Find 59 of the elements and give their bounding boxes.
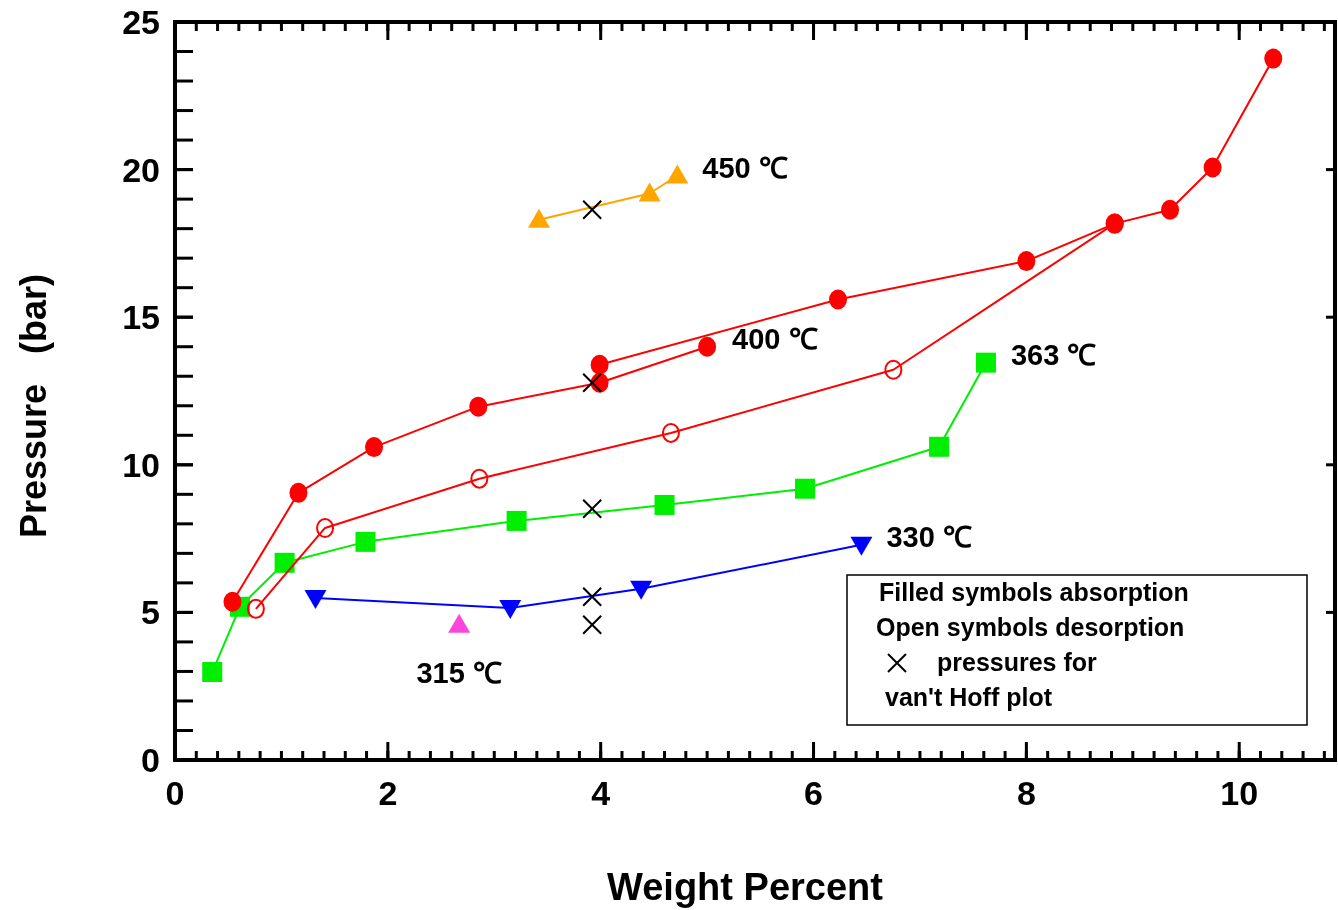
point (506, 510, 527, 531)
y-tick-label: 10 (122, 445, 160, 484)
point (448, 613, 471, 633)
x-tick-label: 6 (804, 774, 823, 812)
series-label: 450 ℃ (702, 151, 788, 184)
y-tick-label: 0 (141, 740, 160, 779)
point (582, 586, 603, 607)
annotation: Open symbols desorption (876, 613, 1185, 641)
point (884, 359, 903, 380)
point (666, 164, 689, 184)
x-tick-label: 0 (165, 774, 185, 812)
x-tick-label: 10 (1220, 774, 1259, 812)
point (661, 422, 680, 443)
point (1203, 157, 1222, 178)
point (850, 536, 873, 556)
point (654, 494, 675, 515)
point (829, 289, 848, 310)
point (289, 482, 308, 503)
point (1264, 48, 1283, 69)
y-axis-title: Pressure (bar) (13, 273, 54, 539)
point (304, 589, 327, 609)
point (202, 662, 223, 683)
x-tick-label: 8 (1016, 774, 1036, 812)
annotation: Filled symbols absorption (879, 578, 1189, 606)
point (1161, 199, 1180, 220)
point (355, 531, 376, 552)
point (795, 478, 816, 499)
point (929, 436, 950, 457)
point (975, 352, 996, 373)
y-tick-label: 20 (122, 150, 160, 189)
point (527, 208, 550, 228)
point (223, 591, 242, 612)
y-tick-label: 5 (141, 593, 160, 632)
series-label: 400 ℃ (732, 322, 818, 355)
x-axis-title: Weight Percent (607, 866, 884, 908)
point (274, 552, 295, 573)
point (470, 468, 489, 489)
point (582, 199, 603, 220)
y-tick-label: 25 (122, 2, 160, 41)
legend-label: pressures for van't Hoff plot (885, 648, 1098, 711)
point (582, 614, 603, 635)
point (499, 599, 522, 619)
point (316, 517, 335, 538)
point (590, 354, 609, 375)
point (582, 498, 603, 519)
point (246, 598, 265, 619)
series-label: 330 ℃ (886, 520, 972, 553)
series-label: 315 ℃ (416, 656, 502, 689)
point (582, 372, 603, 393)
point (365, 437, 384, 458)
series-label: 363 ℃ (1010, 338, 1097, 371)
point (469, 396, 488, 417)
x-tick-label: 4 (591, 774, 611, 812)
point (698, 336, 717, 357)
point (630, 580, 653, 600)
point (638, 182, 661, 202)
point (1017, 251, 1036, 272)
x-tick-label: 2 (378, 774, 398, 812)
y-tick-label: 15 (122, 298, 160, 337)
